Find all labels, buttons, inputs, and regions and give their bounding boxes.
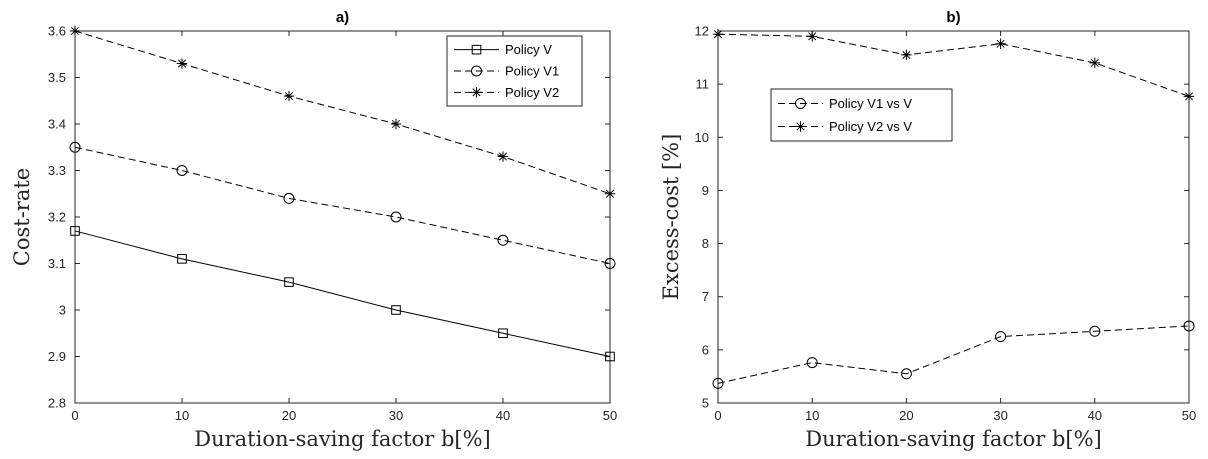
legend-label: Policy V1 — [505, 64, 559, 79]
plot-frame — [717, 30, 1190, 404]
chart-panel-b: 0 10 20 30 40 50 5 6 7 8 9 10 11 12 b) Duration-saving … — [659, 9, 1196, 451]
y-tick-label: 2.8 — [48, 396, 66, 411]
data-point — [995, 331, 1007, 343]
series-line — [74, 230, 611, 357]
x-tick-label: 10 — [805, 408, 819, 423]
data-point — [806, 357, 818, 369]
legend-label: Policy V2 — [505, 85, 559, 100]
y-tick-label: 3 — [59, 303, 66, 318]
series-policy-v2 — [69, 25, 616, 199]
x-tick-label: 40 — [496, 408, 510, 423]
data-point — [283, 192, 295, 204]
legend-marker — [795, 98, 806, 109]
data-point — [390, 118, 402, 130]
data-point — [390, 211, 402, 223]
y-tick-label: 3.3 — [48, 163, 66, 178]
y-tick-label: 3.2 — [48, 210, 66, 225]
x-tick-label: 30 — [993, 408, 1007, 423]
x-tick-label: 10 — [175, 408, 189, 423]
y-tick-label: 10 — [695, 130, 709, 145]
y-tick-label: 3.6 — [48, 24, 66, 39]
y-tick-label: 3.1 — [48, 256, 66, 271]
x-tick-label: 30 — [389, 408, 403, 423]
y-axis-label: Cost-rate — [10, 168, 34, 266]
legend: Policy V1 vs V Policy V2 vs V — [770, 88, 953, 142]
y-tick-label: 11 — [696, 77, 710, 92]
y-tick-label: 8 — [702, 236, 709, 251]
data-point — [1183, 91, 1195, 102]
data-point — [498, 328, 508, 339]
legend-label: Policy V — [505, 42, 552, 57]
x-tick-label: 50 — [603, 408, 617, 423]
data-point — [283, 90, 295, 102]
data-point — [497, 234, 509, 246]
y-tick-label: 2.9 — [48, 349, 66, 364]
x-tick-label: 0 — [71, 408, 78, 423]
data-point — [604, 188, 616, 199]
x-axis-label: Duration-saving factor b[%] — [805, 427, 1102, 451]
chart-title: a) — [336, 9, 349, 26]
x-tick-label: 20 — [899, 408, 913, 423]
data-point — [176, 58, 188, 69]
data-point — [901, 49, 912, 61]
y-tick-label: 5 — [702, 396, 709, 411]
x-tick-label: 20 — [282, 408, 296, 423]
x-tick-label: 50 — [1182, 408, 1196, 423]
y-axis-label: Excess-cost [%] — [659, 134, 683, 301]
y-tick-label: 9 — [702, 183, 709, 198]
data-point — [900, 368, 912, 380]
data-point — [712, 377, 724, 389]
data-point — [1089, 57, 1100, 69]
series-line — [74, 146, 611, 264]
legend-box — [770, 88, 953, 142]
series-line — [74, 30, 611, 195]
x-tick-label: 40 — [1088, 408, 1102, 423]
data-point — [69, 25, 81, 37]
series-line — [717, 325, 1190, 384]
legend-label: Policy V1 vs V — [829, 96, 912, 111]
legend-marker — [471, 65, 482, 77]
legend-marker — [471, 87, 482, 98]
series-policy-v — [70, 226, 615, 362]
series-policy-v2-vs-v — [712, 28, 1195, 102]
series-policy-v1-vs-v — [712, 320, 1195, 389]
data-point — [70, 226, 80, 236]
data-point — [807, 31, 818, 42]
y-tick-label: 6 — [702, 342, 709, 357]
data-point — [995, 38, 1006, 49]
series-policy-v1 — [69, 141, 616, 269]
data-point — [1183, 320, 1195, 332]
data-point — [497, 151, 509, 162]
data-point — [391, 305, 401, 315]
y-tick-label: 3.5 — [48, 70, 66, 85]
legend-marker — [795, 121, 806, 132]
data-point — [284, 277, 294, 287]
data-point — [605, 351, 615, 362]
chart-title: b) — [946, 9, 960, 26]
data-point — [69, 141, 81, 153]
y-tick-label: 12 — [695, 24, 709, 39]
y-tick-label: 3.4 — [48, 117, 66, 132]
legend-label: Policy V2 vs V — [829, 119, 912, 134]
data-point — [1089, 325, 1101, 337]
legend: Policy V Policy V1 Policy V2 — [446, 35, 583, 107]
y-tick-label: 7 — [702, 289, 709, 304]
data-point — [604, 258, 616, 269]
data-point — [176, 165, 188, 176]
legend-marker — [471, 44, 482, 55]
chart-panel-a: 0 10 20 30 40 50 2.8 2.9 3 3.1 3.2 3.3 3.4 3.5 3.6 a) Du… — [10, 9, 617, 451]
series-line — [717, 33, 1190, 97]
data-point — [177, 254, 187, 264]
x-axis-label: Duration-saving factor b[%] — [194, 427, 491, 451]
data-point — [712, 28, 724, 40]
x-tick-label: 0 — [714, 408, 721, 423]
